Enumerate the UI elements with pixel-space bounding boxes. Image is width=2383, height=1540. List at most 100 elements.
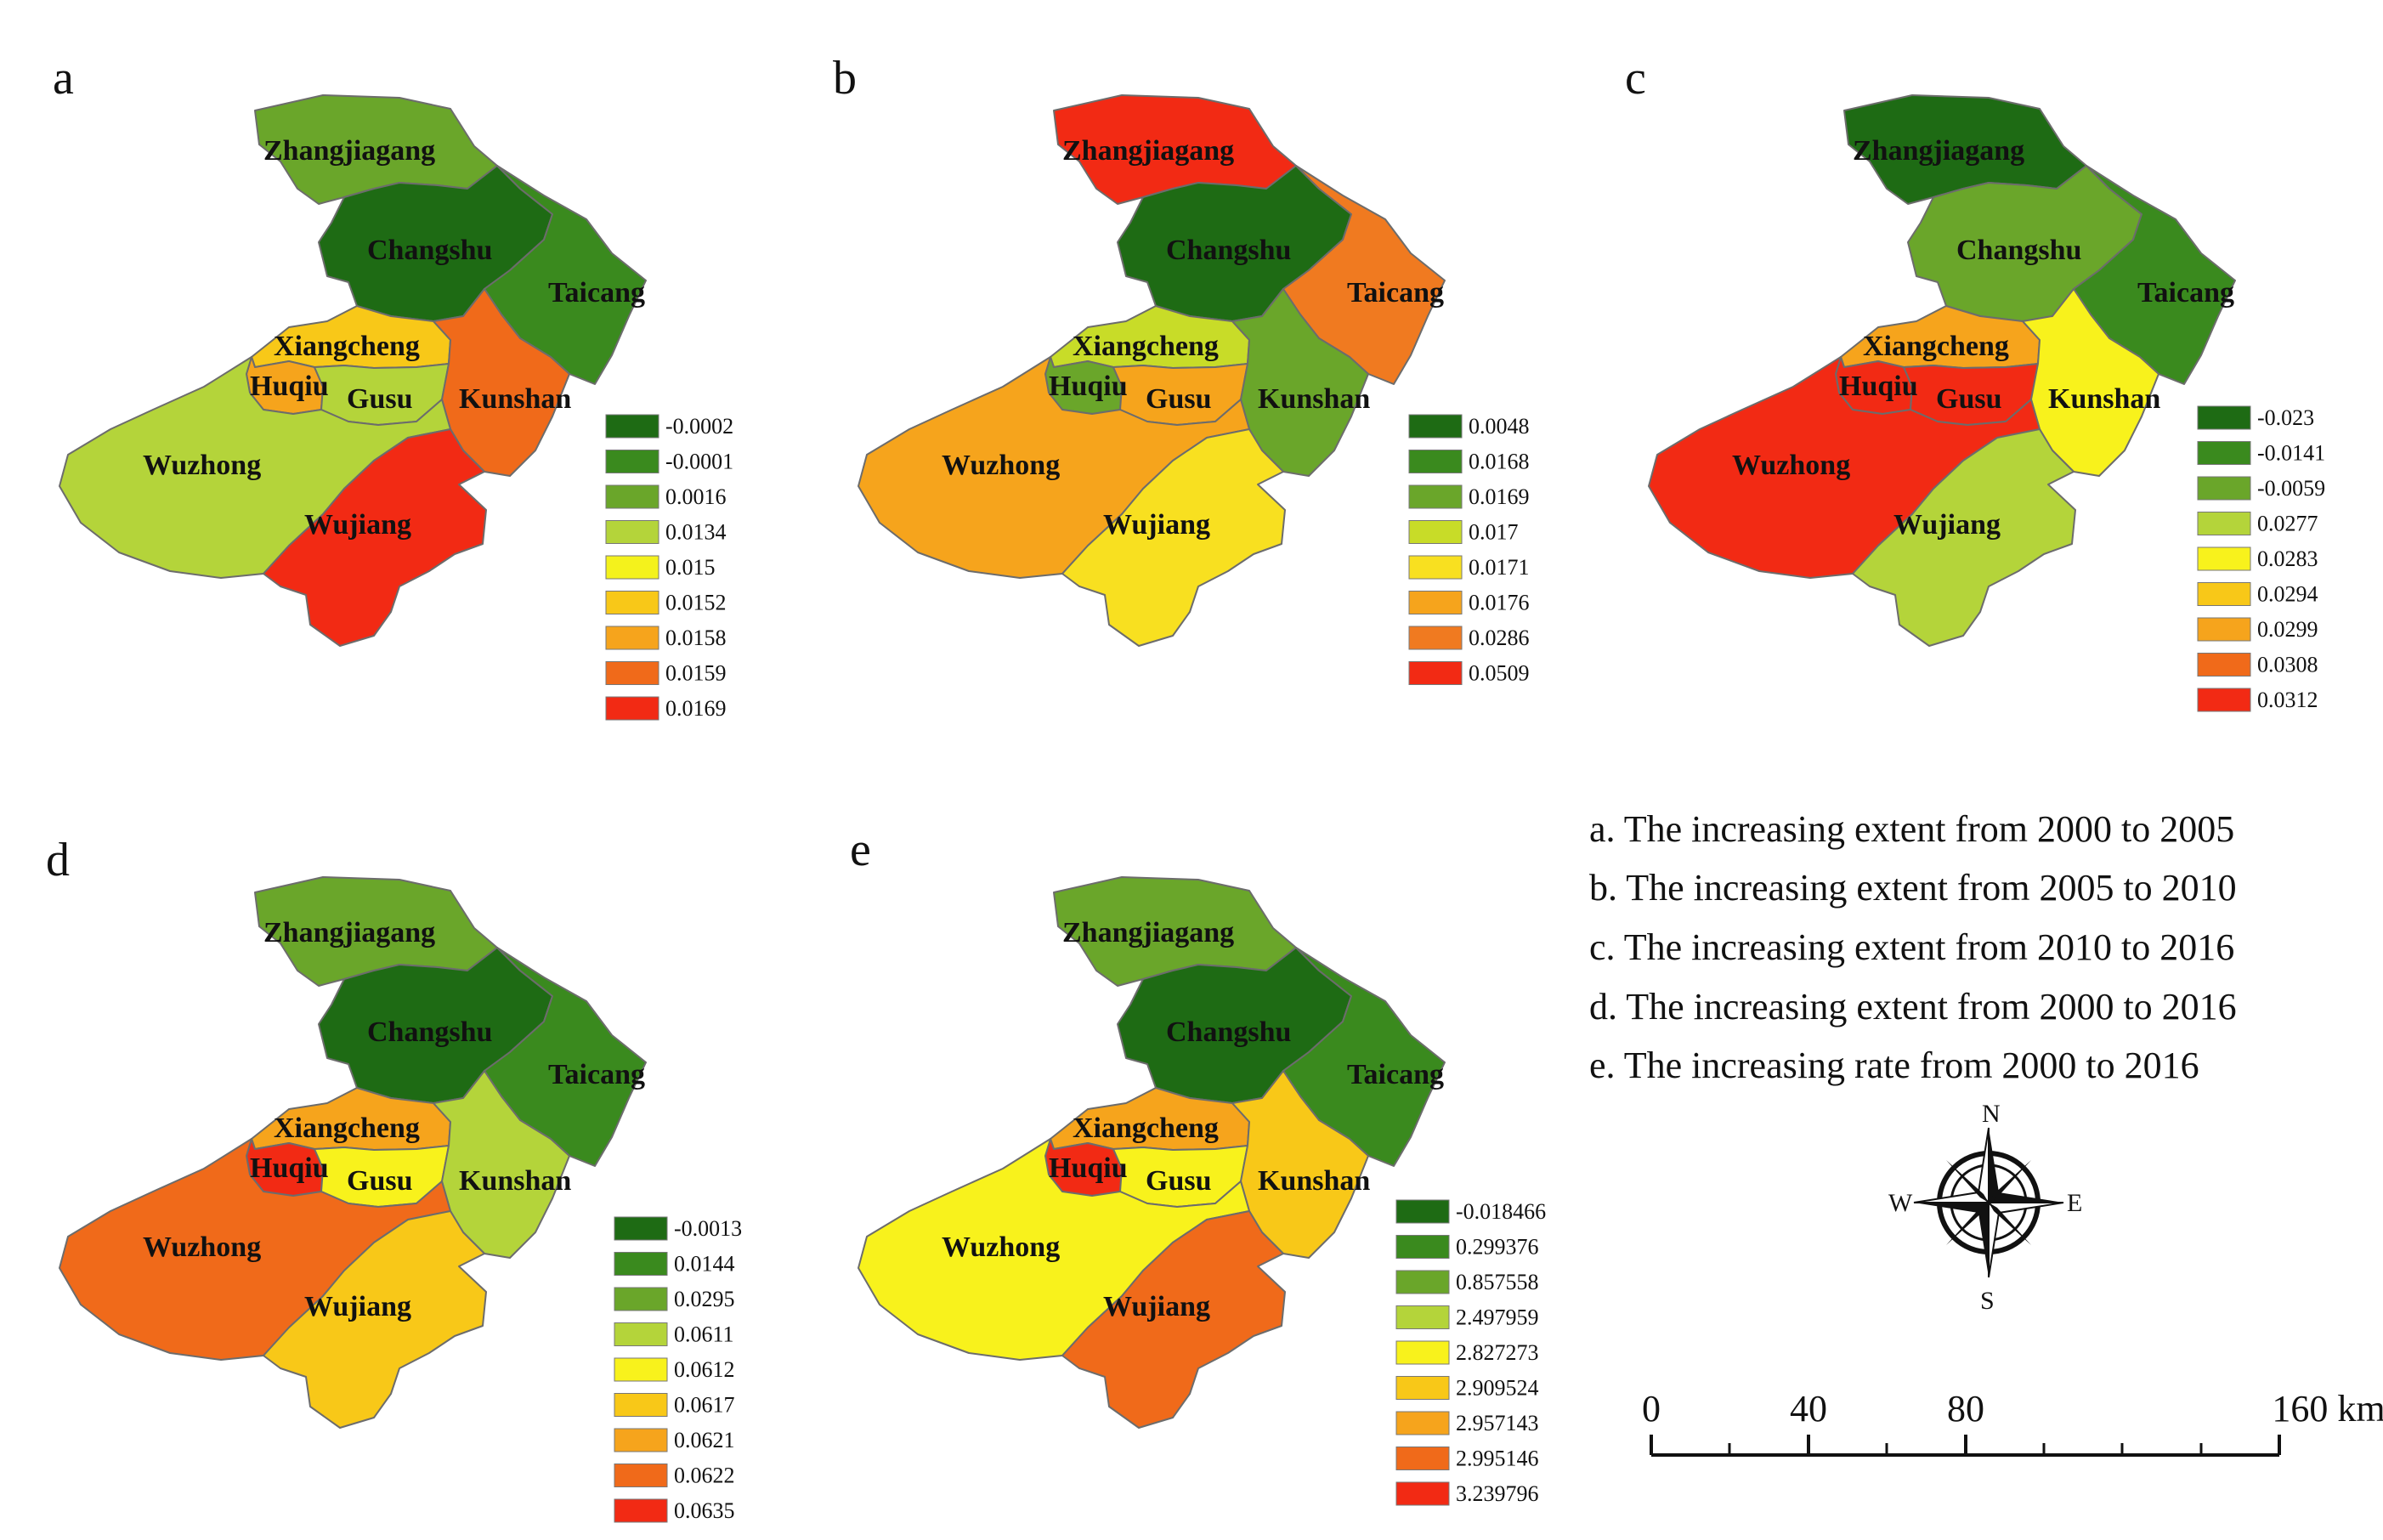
- legend-swatch: [605, 626, 659, 650]
- legend-label: -0.018466: [1456, 1199, 1546, 1224]
- legend-swatch: [2197, 405, 2251, 430]
- legend-swatch: [1395, 1270, 1450, 1294]
- caption-c: c. The increasing extent from 2010 to 20…: [1589, 926, 2234, 968]
- legend-swatch: [1408, 661, 1463, 685]
- map-panel-b: b Zhangjiagang Changshu Taicang Xiangcheng Hu…: [833, 52, 1530, 686]
- legend-label: 2.497959: [1456, 1305, 1539, 1330]
- scale-label-80: 80: [1947, 1388, 1984, 1430]
- legend-label: 0.0048: [1469, 414, 1530, 439]
- legend-label: 0.0635: [674, 1498, 735, 1523]
- region-map: Zhangjiagang Changshu Taicang Xiangcheng Huq…: [858, 94, 1446, 647]
- legend-swatch: [1395, 1340, 1450, 1365]
- scale-label-160-km: 160 km: [2272, 1388, 2383, 1430]
- legend-label: -0.0141: [2257, 441, 2325, 466]
- legend-label: 0.0622: [674, 1464, 735, 1488]
- panel-letter-d: d: [46, 834, 70, 886]
- legend-label: 0.299376: [1456, 1235, 1539, 1260]
- legend-label: 0.0299: [2257, 617, 2318, 642]
- compass-n: N: [1982, 1100, 2001, 1128]
- legend-label: 0.0283: [2257, 546, 2318, 571]
- legend-label: 0.0509: [1469, 661, 1530, 686]
- region-label-changshu: Changshu: [367, 235, 492, 266]
- legend-swatch: [1408, 484, 1463, 509]
- legend-label: 2.909524: [1456, 1376, 1539, 1401]
- region-label-xiangcheng: Xiangcheng: [1863, 331, 2009, 362]
- region-label-wujiang: Wujiang: [1103, 1291, 1210, 1322]
- legend-swatch: [605, 414, 659, 439]
- region-label-wuzhong: Wuzhong: [143, 1231, 261, 1263]
- legend-label: 0.0158: [665, 626, 727, 650]
- region-wujiang: [1061, 1210, 1286, 1429]
- legend-label: 3.239796: [1456, 1481, 1539, 1506]
- region-label-zhangjiagang: Zhangjiagang: [1062, 917, 1234, 948]
- region-label-wuzhong: Wuzhong: [942, 1231, 1060, 1263]
- region-label-kunshan: Kunshan: [459, 1165, 571, 1197]
- legend-label: 0.0152: [665, 591, 727, 615]
- compass-w: W: [1888, 1189, 1913, 1217]
- region-label-changshu: Changshu: [367, 1016, 492, 1048]
- region-label-gusu: Gusu: [1936, 383, 2002, 415]
- legend-label: -0.0002: [665, 414, 733, 439]
- region-label-wujiang: Wujiang: [1893, 509, 2001, 541]
- map-panel-e: e Zhangjiagang Changshu Taicang Xiangcheng Hu…: [850, 824, 1546, 1506]
- panel-letter-b: b: [833, 52, 857, 105]
- region-label-huqiu: Huqiu: [250, 371, 329, 402]
- legend-swatch: [1395, 1235, 1450, 1259]
- region-wujiang: [1061, 428, 1286, 647]
- legend-label: 0.0621: [674, 1428, 735, 1452]
- legend-label: -0.0059: [2257, 476, 2325, 501]
- legend-swatch: [1408, 450, 1463, 473]
- region-label-wujiang: Wujiang: [1103, 509, 1210, 541]
- region-label-kunshan: Kunshan: [2048, 383, 2160, 415]
- legend-label: 0.0312: [2257, 688, 2318, 712]
- legend: 0.0048 0.0168 0.0169 0.017 0.0171 0.0176 0.028…: [1408, 414, 1530, 686]
- legend-swatch: [1408, 555, 1463, 580]
- legend-swatch: [614, 1428, 668, 1452]
- legend-swatch: [605, 661, 659, 685]
- legend-label: 0.0169: [1469, 484, 1530, 509]
- compass-rose-icon: N S E W: [1888, 1100, 2082, 1315]
- legend-label: 0.857558: [1456, 1270, 1539, 1294]
- scale-label-0: 0: [1642, 1388, 1661, 1430]
- map-panel-a: a Zhangjiagang Changshu Taicang Xiangcheng Hu…: [53, 52, 733, 721]
- legend-label: 0.0286: [1469, 626, 1530, 650]
- legend-label: 0.0294: [2257, 582, 2318, 607]
- legend-swatch: [2197, 512, 2251, 535]
- region-map: Zhangjiagang Changshu Taicang Xiangcheng Huq…: [59, 94, 647, 647]
- legend: -0.023 -0.0141 -0.0059 0.0277 0.0283 0.0294 0.…: [2197, 405, 2325, 712]
- region-label-changshu: Changshu: [1166, 235, 1291, 266]
- region-label-kunshan: Kunshan: [1258, 1165, 1370, 1197]
- caption-b: b. The increasing extent from 2005 to 20…: [1589, 867, 2237, 909]
- region-label-taicang: Taicang: [2137, 277, 2234, 309]
- region-label-wujiang: Wujiang: [304, 1291, 411, 1322]
- map-panel-d: d Zhangjiagang Changshu Taicang Xiangcheng Hu…: [46, 834, 742, 1523]
- region-label-xiangcheng: Xiangcheng: [274, 331, 420, 362]
- region-label-zhangjiagang: Zhangjiagang: [1853, 135, 2024, 167]
- legend-swatch: [1395, 1447, 1450, 1470]
- region-wujiang: [263, 428, 487, 647]
- region-label-wuzhong: Wuzhong: [143, 450, 261, 481]
- legend-swatch: [2197, 441, 2251, 465]
- legend-swatch: [2197, 476, 2251, 501]
- panel-letter-c: c: [1625, 52, 1646, 105]
- legend-swatch: [1408, 591, 1463, 614]
- region-label-changshu: Changshu: [1166, 1016, 1291, 1048]
- region-label-taicang: Taicang: [1347, 277, 1444, 309]
- region-label-taicang: Taicang: [548, 1059, 645, 1090]
- legend-label: 0.0169: [665, 696, 727, 721]
- caption-a: a. The increasing extent from 2000 to 20…: [1589, 808, 2234, 850]
- legend-label: 0.0144: [674, 1252, 735, 1277]
- caption-d: d. The increasing extent from 2000 to 20…: [1589, 986, 2237, 1028]
- compass-e: E: [2067, 1189, 2082, 1217]
- legend-swatch: [614, 1252, 668, 1276]
- legend-swatch: [605, 520, 659, 544]
- legend-swatch: [2197, 653, 2251, 677]
- legend-label: 0.0308: [2257, 653, 2318, 677]
- legend-label: -0.0001: [665, 450, 733, 474]
- legend-swatch: [614, 1393, 668, 1417]
- region-label-kunshan: Kunshan: [1258, 383, 1370, 415]
- legend-swatch: [1395, 1305, 1450, 1329]
- legend-swatch: [614, 1322, 668, 1346]
- legend-swatch: [614, 1357, 668, 1382]
